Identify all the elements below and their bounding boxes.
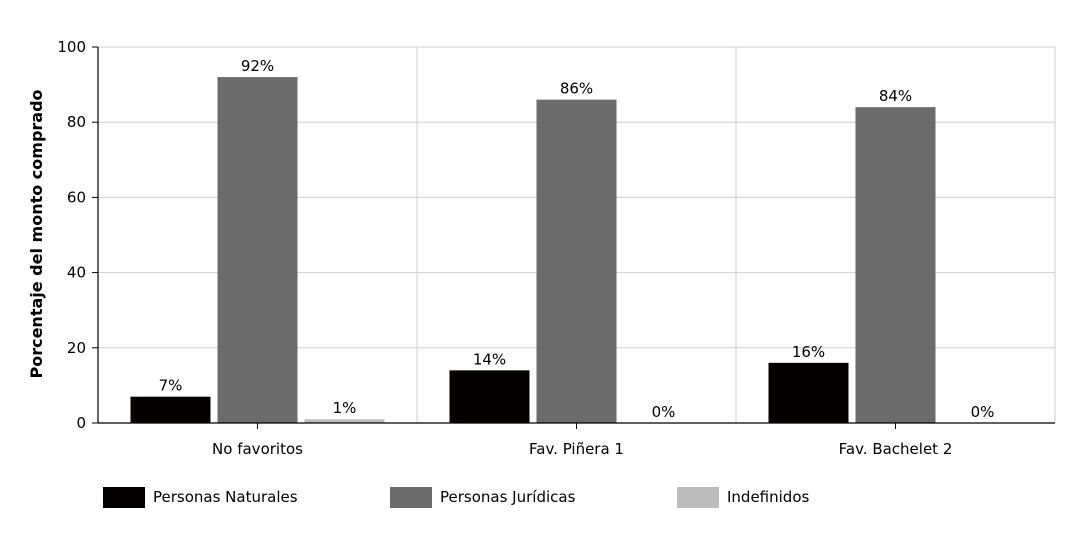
data-label: 16% bbox=[792, 343, 825, 361]
legend-item-personas-juridicas: Personas Jurídicas bbox=[390, 482, 575, 512]
legend-item-personas-naturales: Personas Naturales bbox=[103, 482, 298, 512]
bar-0-2 bbox=[768, 362, 849, 423]
y-tick-label: 0 bbox=[76, 414, 86, 432]
bar-0-1 bbox=[449, 370, 530, 423]
data-label: 0% bbox=[971, 403, 995, 421]
legend-label-indefinidos: Indefinidos bbox=[727, 488, 810, 506]
y-axis-title: Porcentaje del monto comprado bbox=[27, 89, 46, 378]
data-label: 7% bbox=[159, 377, 183, 395]
data-label: 92% bbox=[241, 57, 274, 75]
x-tick-label: No favoritos bbox=[212, 440, 303, 458]
legend-swatch-personas-naturales bbox=[103, 486, 145, 508]
bars: 7% 92% 1% 14% 86% 0% 16% 84% 0% bbox=[130, 57, 995, 423]
y-tick-label: 80 bbox=[67, 113, 86, 131]
data-label: 14% bbox=[473, 350, 506, 368]
bar-1-1 bbox=[536, 99, 617, 423]
legend-item-indefinidos: Indefinidos bbox=[677, 482, 809, 512]
bar-2-0 bbox=[304, 419, 385, 423]
y-tick-label: 100 bbox=[57, 38, 86, 56]
legend-swatch-indefinidos bbox=[677, 486, 719, 508]
bar-chart: 7% 92% 1% 14% 86% 0% 16% 84% 0% 0 20 40 60 80 100 No f… bbox=[27, 38, 1056, 458]
data-label: 84% bbox=[879, 87, 912, 105]
x-tick-label: Fav. Bachelet 2 bbox=[839, 440, 953, 458]
bar-1-0 bbox=[217, 77, 298, 423]
axes: 0 20 40 60 80 100 No favoritos Fav. Piñera 1 Fav… bbox=[57, 38, 1055, 458]
y-tick-label: 60 bbox=[67, 188, 86, 206]
data-label: 1% bbox=[333, 399, 357, 417]
data-label: 0% bbox=[652, 403, 676, 421]
legend-label-personas-naturales: Personas Naturales bbox=[153, 488, 298, 506]
x-tick-label: Fav. Piñera 1 bbox=[529, 440, 624, 458]
legend-label-personas-juridicas: Personas Jurídicas bbox=[440, 488, 576, 506]
legend: Personas Naturales Personas Jurídicas In… bbox=[0, 482, 1075, 512]
bar-0-0 bbox=[130, 396, 211, 423]
bar-1-2 bbox=[855, 107, 936, 423]
y-tick-label: 20 bbox=[67, 339, 86, 357]
y-tick-label: 40 bbox=[67, 264, 86, 282]
legend-swatch-personas-juridicas bbox=[390, 486, 432, 508]
data-label: 86% bbox=[560, 80, 593, 98]
